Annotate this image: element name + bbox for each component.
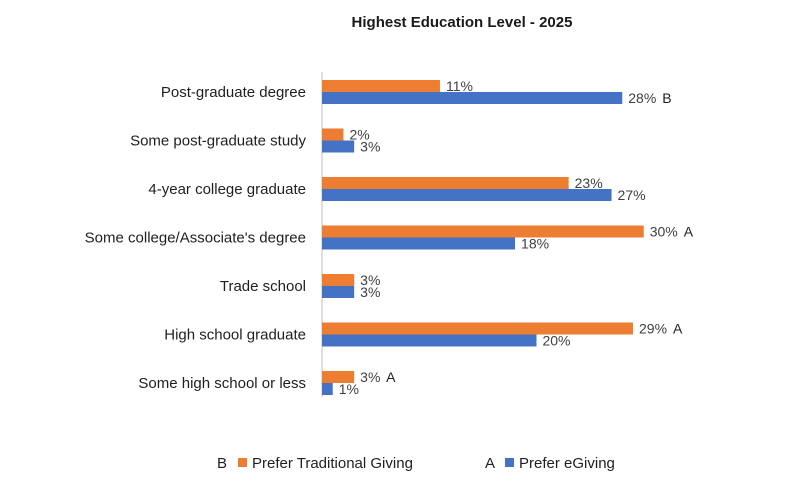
legend-label-traditional: Prefer Traditional Giving bbox=[252, 455, 413, 472]
data-label: 28% bbox=[628, 90, 656, 106]
significance-marker: A bbox=[386, 369, 396, 385]
bar-traditional-giving bbox=[322, 225, 644, 238]
data-label: 2% bbox=[349, 127, 369, 143]
data-label: 3% bbox=[360, 272, 380, 288]
category-label: 4-year college graduate bbox=[148, 181, 306, 198]
legend: B Prefer Traditional Giving A Prefer eGi… bbox=[217, 455, 615, 472]
bar-traditional-giving bbox=[322, 371, 355, 383]
bar-egiving bbox=[322, 286, 355, 298]
legend-swatch-traditional bbox=[238, 458, 247, 467]
category-label: Post-graduate degree bbox=[161, 84, 306, 101]
data-label: 23% bbox=[575, 175, 603, 191]
bar-traditional-giving bbox=[322, 322, 633, 335]
data-label: 3% bbox=[360, 284, 380, 300]
legend-swatch-egiving bbox=[505, 458, 514, 467]
data-label: 18% bbox=[521, 236, 549, 252]
category-label: Trade school bbox=[220, 278, 306, 295]
category-label: Some college/Associate's degree bbox=[85, 230, 306, 247]
legend-letter-egiving: A bbox=[485, 455, 495, 472]
data-label: 3% bbox=[360, 369, 380, 385]
data-label: 11% bbox=[446, 78, 473, 94]
bar-egiving bbox=[322, 383, 333, 395]
significance-marker: A bbox=[673, 321, 683, 337]
category-label: High school graduate bbox=[164, 327, 306, 344]
significance-marker: B bbox=[662, 90, 671, 106]
bar-egiving bbox=[322, 140, 355, 153]
legend-letter-traditional: B bbox=[217, 455, 227, 472]
bar-egiving bbox=[322, 334, 537, 347]
data-label: 20% bbox=[542, 333, 570, 349]
data-label: 1% bbox=[339, 381, 359, 397]
legend-label-egiving: Prefer eGiving bbox=[519, 455, 615, 472]
category-label: Some high school or less bbox=[138, 375, 306, 392]
category-label: Some post-graduate study bbox=[130, 133, 306, 150]
chart-title: Highest Education Level - 2025 bbox=[352, 14, 573, 31]
significance-marker: A bbox=[684, 224, 694, 240]
data-label: 3% bbox=[360, 139, 380, 155]
bar-egiving bbox=[322, 189, 612, 201]
bar-traditional-giving bbox=[322, 177, 569, 189]
bar-traditional-giving bbox=[322, 128, 344, 141]
bars-layer bbox=[322, 80, 644, 395]
bar-egiving bbox=[322, 237, 516, 250]
bar-egiving bbox=[322, 92, 623, 104]
data-label: 29% bbox=[639, 321, 667, 337]
data-label: 30% bbox=[650, 224, 678, 240]
bar-traditional-giving bbox=[322, 274, 355, 286]
bar-traditional-giving bbox=[322, 80, 440, 92]
data-label: 27% bbox=[618, 187, 646, 203]
